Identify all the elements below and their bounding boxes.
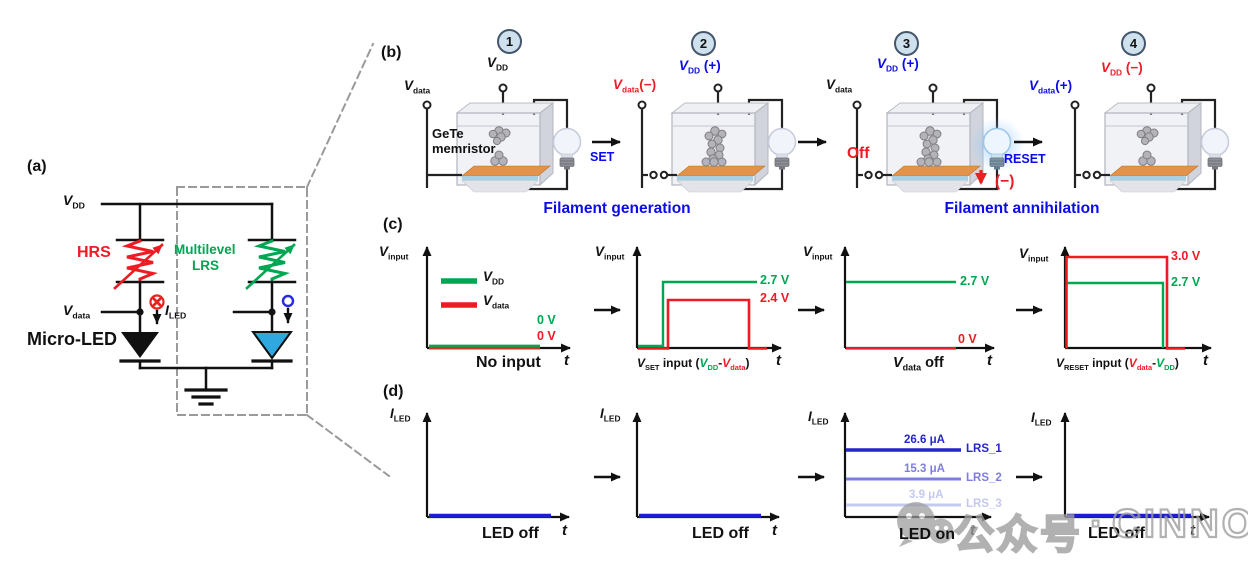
c4-vdata-level: 3.0 V xyxy=(1171,249,1201,263)
ground-symbol xyxy=(184,366,228,406)
stage1-vdata-label: Vdata xyxy=(404,78,431,96)
micro-led-on-symbol xyxy=(251,331,293,370)
step-badge-2: 2 xyxy=(691,31,716,56)
stage1-vdd-label: VDD xyxy=(487,55,509,73)
d1-xlabel: t xyxy=(562,522,567,539)
voltage-traces xyxy=(429,255,1185,350)
d2-xlabel: t xyxy=(772,522,777,539)
reset-label: RESET xyxy=(1004,152,1046,166)
panel-d-label: (d) xyxy=(383,383,404,400)
memristor-stage-3 xyxy=(852,83,1026,194)
watermark-text-cn: 公众号 xyxy=(953,512,1083,558)
vdata-label-a: Vdata xyxy=(63,302,91,321)
stage3-vdd-label: VDD (+) xyxy=(877,56,919,74)
d3-level2-name: LRS_2 xyxy=(966,472,1002,484)
panel-b-label: (b) xyxy=(381,44,402,61)
c1-xlabel: t xyxy=(564,352,569,369)
blocked-current-icon xyxy=(149,294,165,325)
watermark-dot: · xyxy=(1089,501,1107,547)
d3-level1-name: LRS_1 xyxy=(966,443,1002,455)
c2-caption: VSET input (VDD-Vdata) xyxy=(637,356,750,372)
c3-caption: Vdata off xyxy=(893,355,944,373)
device-label-line1: GeTe xyxy=(432,126,464,141)
memristor-stage-4 xyxy=(1070,83,1230,194)
c2-vdd-level: 2.7 V xyxy=(760,273,790,287)
c2-vdata-level: 2.4 V xyxy=(760,291,790,305)
c4-ylabel: Vinput xyxy=(1019,246,1049,264)
panel-a-label: (a) xyxy=(27,158,47,175)
stage3-vdata-label: Vdata xyxy=(826,77,853,95)
d1-ylabel: ILED xyxy=(390,406,411,424)
step-badge-1: 1 xyxy=(497,29,522,54)
minus-label: (−) xyxy=(995,173,1015,190)
stage4-vdata-label: Vdata(+) xyxy=(1029,78,1073,96)
lrs-label: LRS xyxy=(192,258,219,273)
c4-caption: VRESET input (Vdata-VDD) xyxy=(1056,356,1179,372)
c2-ylabel: Vinput xyxy=(595,244,625,262)
d3-ylabel: ILED xyxy=(808,409,829,427)
c1-vdata-level: 0 V xyxy=(537,329,556,343)
c4-xlabel: t xyxy=(1203,352,1208,369)
d3-level1-value: 26.6 μA xyxy=(904,434,945,446)
callout-line-top xyxy=(305,42,375,189)
memristor-stage-2 xyxy=(637,83,797,194)
current-traces xyxy=(429,448,1191,518)
current-flow-icon xyxy=(281,294,295,324)
watermark-brand: CINNO xyxy=(1111,501,1248,547)
stage4-vdd-label: VDD (−) xyxy=(1101,60,1143,78)
magnified-region-box xyxy=(176,186,308,416)
hrs-label: HRS xyxy=(77,244,111,261)
c3-vdd-level: 2.7 V xyxy=(960,274,990,288)
filament-annihilation-caption: Filament annihilation xyxy=(944,200,1100,217)
iled-label-a: ILED xyxy=(165,302,187,321)
panel-c-label: (c) xyxy=(383,216,403,233)
off-label: Off xyxy=(847,145,870,162)
d4-caption: LED off xyxy=(1088,525,1145,542)
c1-ylabel: Vinput xyxy=(379,244,409,262)
device-label-line2: memristor xyxy=(432,141,496,156)
multilevel-label: Multilevel xyxy=(174,242,236,257)
c2-xlabel: t xyxy=(776,352,781,369)
wechat-icon xyxy=(897,502,954,547)
c4-vdd-level: 2.7 V xyxy=(1171,275,1201,289)
circuit-diagram xyxy=(100,42,391,478)
vdd-label-a: VDD xyxy=(63,192,85,211)
filament-generation-caption: Filament generation xyxy=(543,200,691,217)
c1-vdd-level: 0 V xyxy=(537,313,556,327)
micro-led-label: Micro-LED xyxy=(27,329,117,349)
d3-level3-value: 3.9 μA xyxy=(909,489,944,501)
c3-vdata-level: 0 V xyxy=(958,332,977,346)
c3-xlabel: t xyxy=(987,352,992,369)
d3-level3-name: LRS_3 xyxy=(966,498,1002,510)
step-badge-3: 3 xyxy=(894,31,919,56)
step-badge-4: 4 xyxy=(1121,31,1146,56)
d4-ylabel: ILED xyxy=(1031,410,1052,428)
d1-caption: LED off xyxy=(482,525,539,542)
d3-caption: LED on xyxy=(899,526,955,543)
d2-ylabel: ILED xyxy=(600,406,621,424)
micro-led-off-symbol xyxy=(119,332,161,370)
stage2-vdata-label: Vdata(−) xyxy=(613,77,657,95)
legend-vdata: Vdata xyxy=(483,293,510,311)
legend-vdd: VDD xyxy=(483,269,505,287)
callout-line-bottom xyxy=(305,413,391,478)
d2-caption: LED off xyxy=(692,525,749,542)
d3-xlabel: t xyxy=(970,522,975,539)
set-label: SET xyxy=(590,150,615,164)
stage2-vdd-label: VDD (+) xyxy=(679,58,721,76)
c1-caption: No input xyxy=(476,354,541,371)
d4-xlabel: t xyxy=(1190,522,1195,539)
d3-level2-value: 15.3 μA xyxy=(904,463,945,475)
c3-ylabel: Vinput xyxy=(803,244,833,262)
